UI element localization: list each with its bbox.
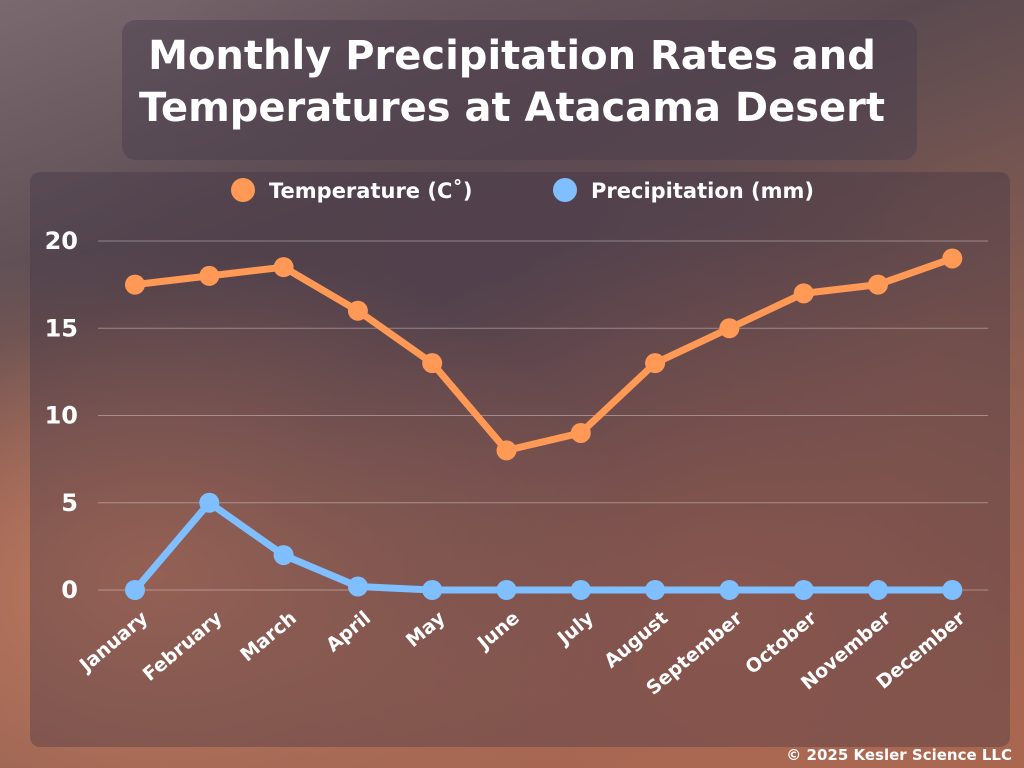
data-point	[942, 580, 963, 600]
x-tick-label: March	[236, 607, 301, 666]
series-line	[134, 255, 954, 454]
chart-panel	[30, 172, 1010, 747]
chart-title: Monthly Precipitation Rates and Temperat…	[0, 30, 1024, 134]
data-point	[199, 265, 220, 286]
x-tick-label: February	[139, 607, 227, 686]
data-point	[719, 318, 740, 339]
data-point	[422, 353, 443, 374]
data-point	[793, 580, 814, 600]
legend-label: Temperature (C˚)	[269, 179, 472, 203]
y-tick-label: 5	[61, 489, 78, 517]
y-tick-label: 0	[61, 576, 78, 604]
title-line-2: Temperatures at Atacama Desert	[139, 85, 885, 131]
data-point	[793, 283, 814, 304]
y-tick-label: 15	[45, 314, 78, 342]
data-point	[199, 492, 220, 513]
data-point	[868, 274, 888, 295]
data-point	[570, 422, 591, 443]
data-point	[719, 580, 740, 600]
data-point	[422, 580, 443, 600]
x-tick-label: July	[552, 607, 598, 651]
data-point	[868, 580, 888, 600]
data-point	[645, 353, 666, 374]
legend-marker	[553, 178, 577, 202]
data-point	[570, 580, 591, 600]
copyright: © 2025 Kesler Science LLC	[786, 746, 1012, 764]
title-line-1: Monthly Precipitation Rates and	[148, 33, 876, 79]
title-background	[122, 20, 917, 160]
data-point	[273, 545, 294, 566]
data-point	[942, 248, 963, 269]
data-point	[125, 580, 145, 600]
y-tick-label: 20	[45, 227, 78, 255]
x-tick-label: April	[322, 607, 375, 656]
data-point	[496, 440, 517, 461]
data-point	[273, 257, 294, 278]
data-point	[125, 274, 145, 295]
data-point	[496, 580, 517, 600]
data-point	[645, 580, 666, 600]
data-point	[347, 300, 368, 321]
data-point	[347, 576, 368, 597]
legend-marker	[231, 178, 255, 202]
y-tick-label: 10	[45, 402, 78, 430]
legend-label: Precipitation (mm)	[591, 179, 814, 203]
x-tick-label: June	[472, 607, 524, 655]
x-tick-label: May	[402, 607, 450, 652]
x-tick-label: August	[600, 607, 672, 673]
series-line	[132, 499, 953, 594]
